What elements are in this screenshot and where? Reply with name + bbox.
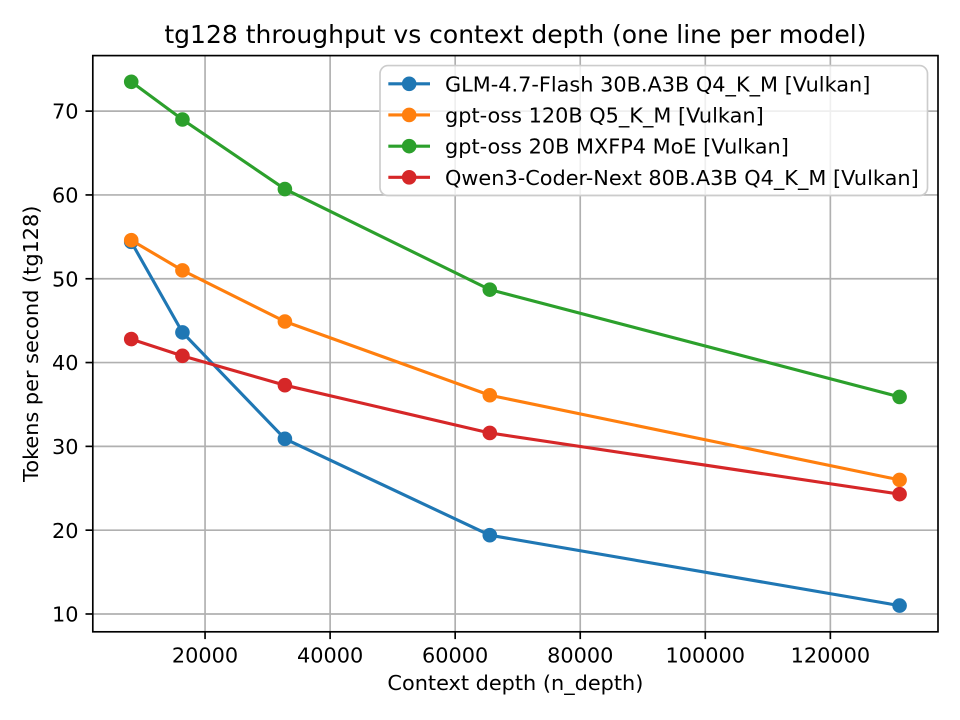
legend-marker (401, 76, 417, 92)
legend-entry: gpt-oss 120B Q5_K_M [Vulkan] (388, 104, 764, 129)
data-point (482, 527, 498, 543)
data-point (277, 377, 293, 393)
data-point (123, 74, 139, 90)
series-3 (123, 331, 907, 502)
chart-title: tg128 throughput vs context depth (one l… (164, 20, 866, 49)
data-point (482, 387, 498, 403)
data-point (892, 598, 907, 613)
data-point (175, 325, 190, 340)
data-point (482, 425, 498, 441)
legend-marker (401, 138, 417, 154)
legend-marker (401, 170, 417, 185)
legend-marker (401, 107, 417, 123)
ticks (85, 110, 832, 640)
legend-entry: GLM-4.7-Flash 30B.A3B Q4_K_M [Vulkan] (388, 72, 870, 97)
y-tick-label: 50 (52, 267, 79, 291)
legend: GLM-4.7-Flash 30B.A3B Q4_K_M [Vulkan] gpt… (379, 64, 929, 197)
y-tick-label: 20 (52, 519, 79, 543)
data-point (892, 472, 907, 488)
y-tick-label: 70 (52, 100, 79, 124)
series-2 (123, 74, 907, 405)
data-point (175, 112, 190, 127)
x-tick-label: 20000 (172, 644, 238, 668)
data-point (277, 181, 293, 197)
data-point (277, 431, 293, 447)
series-1 (123, 232, 907, 488)
y-tick-label: 30 (52, 435, 79, 459)
data-point (277, 314, 293, 329)
y-tick-label: 10 (52, 603, 79, 627)
data-point (175, 348, 190, 364)
data-point (892, 486, 907, 502)
x-tick-label: 40000 (297, 644, 363, 668)
legend-entry: Qwen3-Coder-Next 80B.A3B Q4_K_M [Vulkan] (388, 166, 919, 191)
data-point (482, 282, 498, 297)
x-axis-label: Context depth (n_depth) (387, 671, 643, 696)
x-tick-label: 120000 (791, 644, 871, 668)
x-tick-label: 60000 (422, 644, 488, 668)
data-point (175, 263, 190, 278)
legend-label: GLM-4.7-Flash 30B.A3B Q4_K_M [Vulkan] (445, 72, 870, 97)
y-axis-label: Tokens per second (tg128) (19, 206, 43, 483)
legend-entry: gpt-oss 20B MXFP4 MoE [Vulkan] (388, 135, 789, 159)
legend-box (379, 64, 929, 197)
axes-frame (91, 54, 939, 633)
legend-label: gpt-oss 120B Q5_K_M [Vulkan] (445, 104, 764, 129)
legend-label: gpt-oss 20B MXFP4 MoE [Vulkan] (445, 135, 789, 159)
x-tick-label: 100000 (666, 644, 746, 668)
y-tick-label: 40 (52, 351, 79, 375)
data-point (123, 232, 139, 248)
legend-label: Qwen3-Coder-Next 80B.A3B Q4_K_M [Vulkan] (445, 166, 919, 191)
data-point (892, 389, 907, 405)
y-tick-label: 60 (52, 184, 79, 208)
x-tick-label: 80000 (547, 644, 613, 668)
data-point (123, 331, 139, 347)
